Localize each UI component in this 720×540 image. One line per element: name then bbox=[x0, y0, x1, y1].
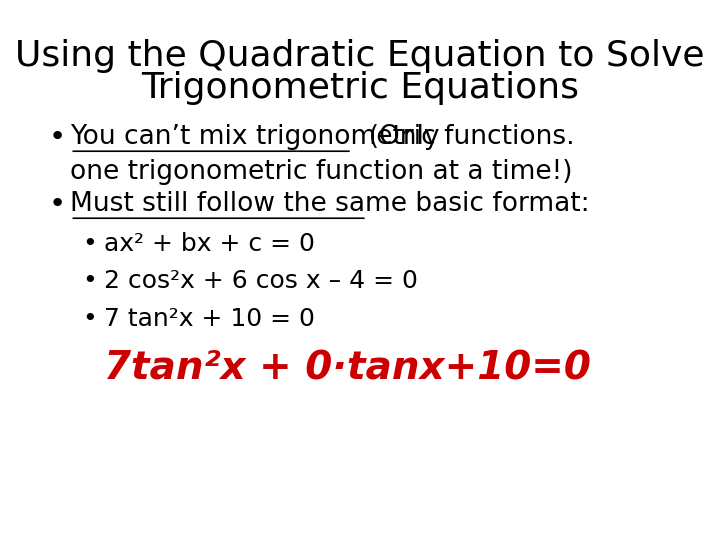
Text: Trigonometric Equations: Trigonometric Equations bbox=[141, 71, 579, 105]
Text: •: • bbox=[49, 190, 66, 218]
Text: •: • bbox=[83, 232, 97, 255]
Text: 2 cos²x + 6 cos x – 4 = 0: 2 cos²x + 6 cos x – 4 = 0 bbox=[104, 269, 418, 293]
Text: ax² + bx + c = 0: ax² + bx + c = 0 bbox=[104, 232, 315, 255]
Text: 7 tan²x + 10 = 0: 7 tan²x + 10 = 0 bbox=[104, 307, 315, 330]
Text: Must still follow the same basic format:: Must still follow the same basic format: bbox=[71, 191, 590, 217]
Text: You can’t mix trigonometric functions.: You can’t mix trigonometric functions. bbox=[71, 124, 575, 150]
Text: •: • bbox=[49, 123, 66, 151]
Text: 7tan²x + 0·tanx+10=0: 7tan²x + 0·tanx+10=0 bbox=[104, 350, 591, 388]
Text: (Only: (Only bbox=[352, 124, 439, 150]
Text: •: • bbox=[83, 307, 97, 330]
Text: one trigonometric function at a time!): one trigonometric function at a time!) bbox=[71, 159, 573, 185]
Text: Using the Quadratic Equation to Solve: Using the Quadratic Equation to Solve bbox=[15, 39, 705, 73]
Text: •: • bbox=[83, 269, 97, 293]
